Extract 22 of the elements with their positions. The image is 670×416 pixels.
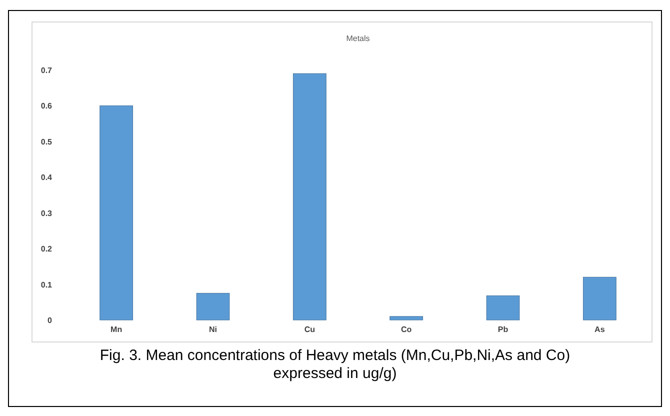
chart-title: Metals xyxy=(346,34,370,43)
bar xyxy=(100,105,134,320)
caption: Fig. 3. Mean concentrations of Heavy metals (Mn,Cu,Pb,Ni,As and Co) expressed in ug/g) xyxy=(100,347,570,382)
y-tick-label: 0.2 xyxy=(40,244,53,254)
bar xyxy=(196,292,230,320)
bar xyxy=(486,295,520,320)
y-tick-label: 0 xyxy=(48,316,53,325)
bar xyxy=(582,276,616,320)
bar xyxy=(390,316,424,320)
x-tick-label: Ni xyxy=(209,325,217,334)
x-tick-label: Mn xyxy=(110,325,122,334)
y-tick-label: 0.4 xyxy=(40,173,53,182)
x-tick-label: Cu xyxy=(304,325,316,334)
y-tick-label: 0.7 xyxy=(40,66,53,75)
x-tick-label: Co xyxy=(400,325,412,334)
y-tick-label: 0.6 xyxy=(40,102,53,111)
y-tick-label: 0.5 xyxy=(40,137,53,146)
bar xyxy=(292,73,326,320)
x-tick-label: Pb xyxy=(498,325,508,334)
x-tick-label: As xyxy=(594,325,606,334)
y-tick-label: 0.1 xyxy=(40,280,53,290)
y-tick-label: 0.3 xyxy=(40,208,53,218)
